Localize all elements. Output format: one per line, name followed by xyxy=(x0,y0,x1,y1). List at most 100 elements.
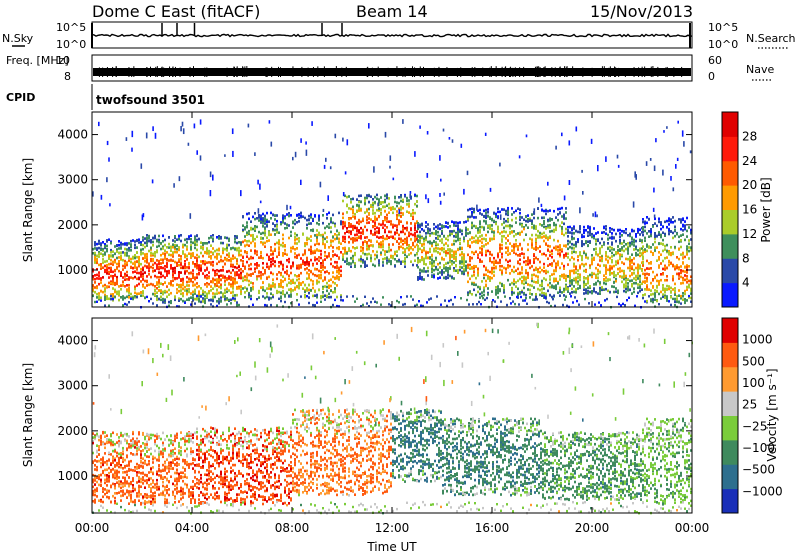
power-data-cell xyxy=(108,257,110,260)
power-data-cell xyxy=(146,238,148,241)
power-data-cell xyxy=(308,237,310,241)
power-data-cell xyxy=(533,216,535,220)
power-data-cell xyxy=(682,223,684,227)
power-data-cell xyxy=(288,257,290,261)
power-data-cell xyxy=(475,234,477,238)
power-data-cell xyxy=(467,241,469,245)
power-data-cell xyxy=(244,226,246,229)
power-data-cell xyxy=(234,237,236,241)
power-data-cell xyxy=(322,233,324,237)
power-data-cell xyxy=(140,252,142,256)
power-data-cell xyxy=(631,272,633,275)
power-data-cell xyxy=(112,287,114,290)
power-data-cell xyxy=(481,253,483,257)
power-data-cell xyxy=(222,274,224,278)
power-data-cell xyxy=(178,237,180,241)
power-data-cell xyxy=(445,242,447,245)
power-data-cell xyxy=(672,275,674,278)
power-data-cell xyxy=(559,294,561,297)
power-data-cell xyxy=(507,224,509,228)
power-data-cell xyxy=(505,219,507,223)
power-data-cell xyxy=(142,239,144,242)
power-data-cell xyxy=(272,272,274,276)
power-data-cell xyxy=(350,265,352,268)
power-data-cell xyxy=(449,256,451,260)
power-data-cell xyxy=(537,268,539,271)
power-data-cell xyxy=(609,273,611,276)
power-data-cell xyxy=(128,276,130,279)
power-data-cell xyxy=(230,264,232,268)
power-data-cell xyxy=(134,243,136,247)
power-data-cell xyxy=(214,283,216,286)
power-data-cell xyxy=(286,265,288,268)
power-data-cell xyxy=(427,256,429,259)
power-data-cell xyxy=(575,243,577,246)
power-data-cell xyxy=(461,232,463,236)
power-data-cell xyxy=(417,249,419,253)
power-data-cell xyxy=(449,253,451,256)
power-data-cell xyxy=(545,271,547,275)
power-data-cell xyxy=(194,290,196,294)
power-data-cell xyxy=(678,218,680,221)
power-data-cell xyxy=(256,217,258,220)
power-data-cell xyxy=(455,239,457,243)
power-data-cell xyxy=(515,285,517,288)
power-data-cell xyxy=(382,236,384,240)
power-data-cell xyxy=(531,284,533,288)
power-data-cell xyxy=(226,236,228,240)
power-data-cell xyxy=(648,288,650,291)
power-data-cell xyxy=(250,281,252,284)
power-data-cell xyxy=(266,265,268,269)
power-data-cell xyxy=(503,235,505,238)
power-data-cell xyxy=(611,227,613,231)
power-data-cell xyxy=(471,215,473,218)
power-data-cell xyxy=(136,260,138,263)
power-data-cell xyxy=(364,262,366,266)
power-data-cell xyxy=(134,266,136,269)
power-data-cell xyxy=(682,262,684,265)
power-data-cell xyxy=(386,220,388,223)
power-data-cell xyxy=(658,264,660,267)
power-data-cell xyxy=(633,272,635,275)
power-data-cell xyxy=(102,266,104,269)
power-data-cell xyxy=(194,297,196,301)
power-data-cell xyxy=(232,263,234,267)
power-data-cell xyxy=(180,263,182,266)
power-data-cell xyxy=(314,234,316,237)
power-data-cell xyxy=(404,237,406,241)
power-data-cell xyxy=(535,239,537,242)
power-data-cell xyxy=(228,243,230,247)
power-data-cell xyxy=(573,262,575,266)
power-data-cell xyxy=(565,274,567,278)
power-data-cell xyxy=(288,214,290,218)
power-clutter-cell xyxy=(653,187,655,193)
power-data-cell xyxy=(517,279,519,283)
power-data-cell xyxy=(427,229,429,233)
power-data-cell xyxy=(525,219,527,223)
power-data-cell xyxy=(336,235,338,239)
power-data-cell xyxy=(404,248,406,251)
power-data-cell xyxy=(471,293,473,296)
power-data-cell xyxy=(328,222,330,226)
power-data-cell xyxy=(660,221,662,224)
power-data-cell xyxy=(402,260,404,263)
power-data-cell xyxy=(672,231,674,235)
power-data-cell xyxy=(619,235,621,238)
power-data-cell xyxy=(658,220,660,224)
power-data-cell xyxy=(541,294,543,297)
power-data-cell xyxy=(529,217,531,221)
power-data-cell xyxy=(487,270,489,273)
power-data-cell xyxy=(280,281,282,285)
power-data-cell xyxy=(527,214,529,217)
power-data-cell xyxy=(94,247,96,250)
power-data-cell xyxy=(656,224,658,228)
power-data-cell xyxy=(232,268,234,272)
power-data-cell xyxy=(258,214,260,217)
power-data-cell xyxy=(246,233,248,236)
power-data-cell xyxy=(268,233,270,237)
power-data-cell xyxy=(280,295,282,298)
power-data-cell xyxy=(272,281,274,285)
freq-frame xyxy=(91,54,693,82)
power-data-cell xyxy=(296,293,298,296)
power-data-cell xyxy=(455,233,457,237)
